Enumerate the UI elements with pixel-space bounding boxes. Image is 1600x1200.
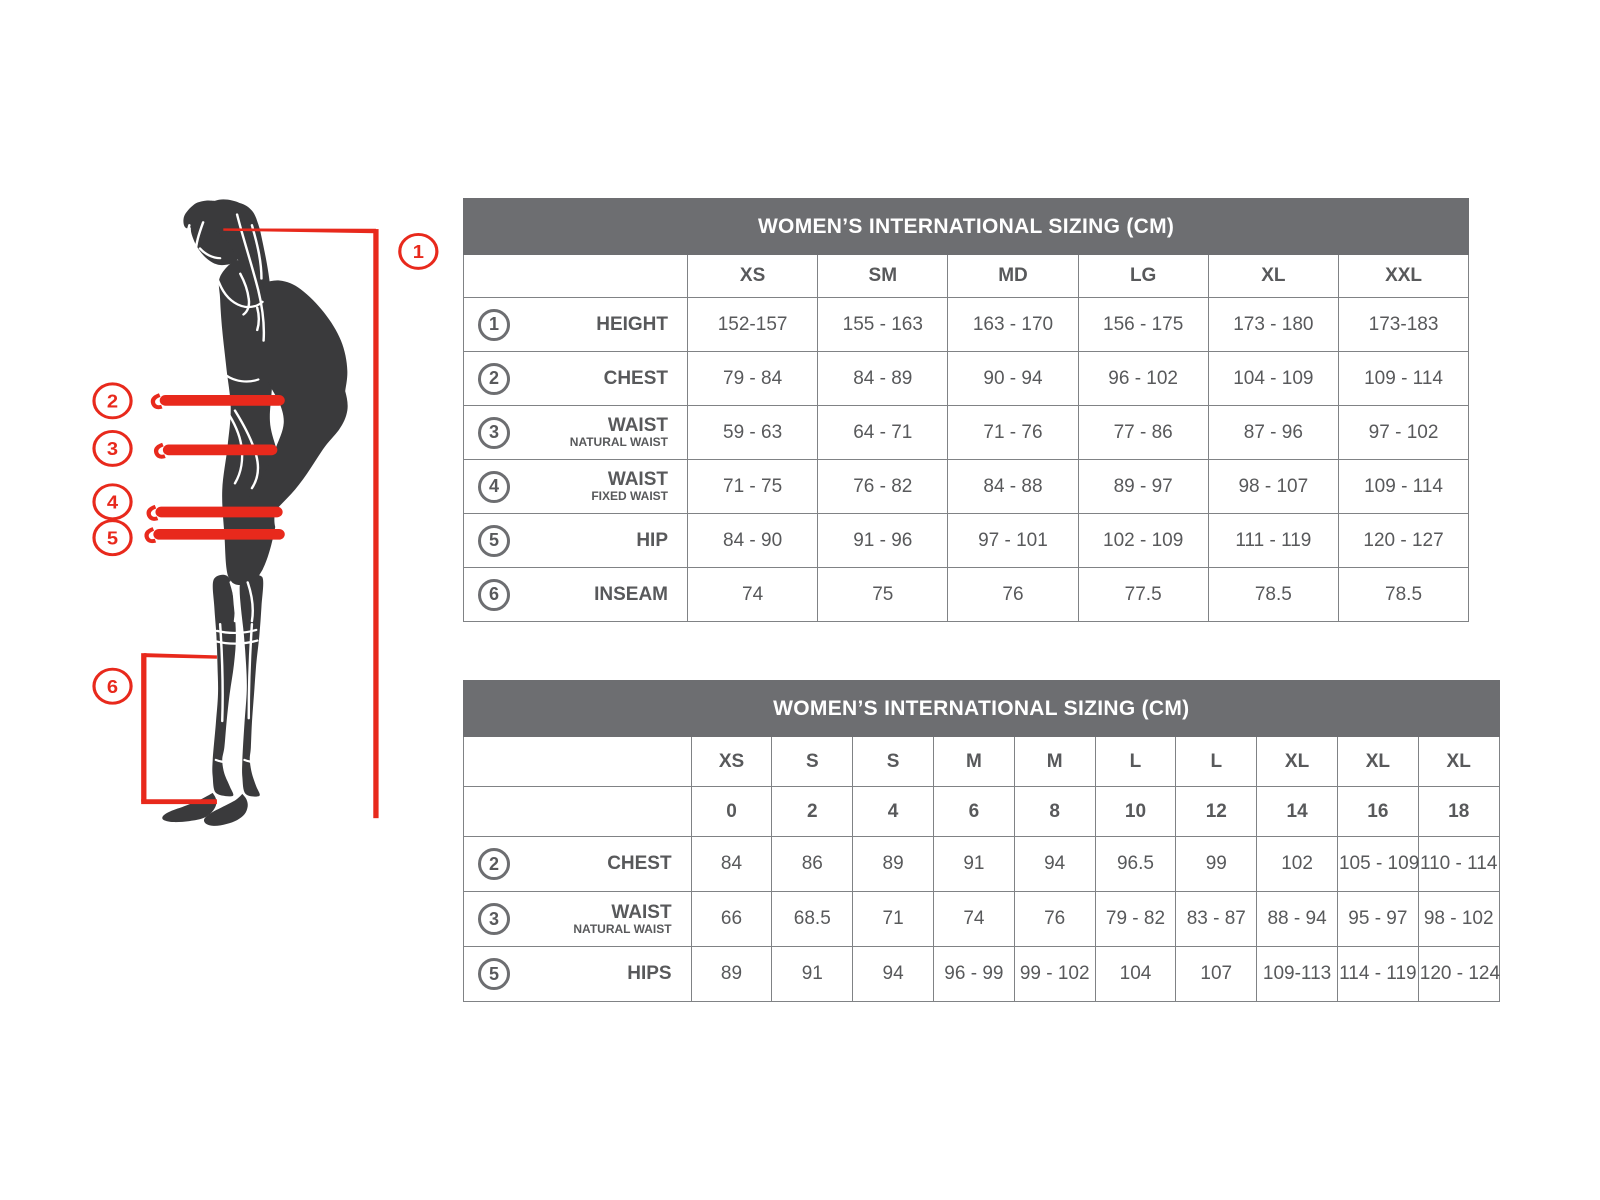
svg-text:3: 3 (107, 440, 118, 460)
svg-text:1: 1 (413, 243, 424, 263)
svg-text:2: 2 (107, 392, 118, 412)
svg-text:4: 4 (107, 493, 118, 513)
svg-text:5: 5 (107, 529, 118, 549)
svg-text:6: 6 (107, 678, 118, 698)
